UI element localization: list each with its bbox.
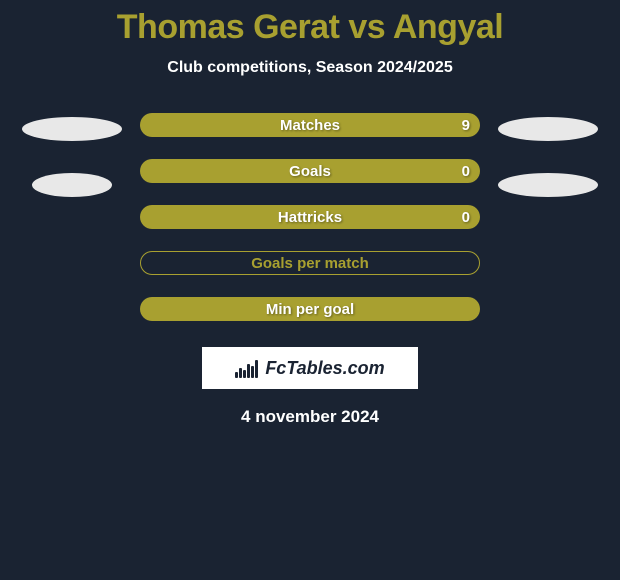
stat-value: 0 — [462, 209, 470, 226]
stats-center-col: Matches 9 Goals 0 Hattricks 0 Goals per … — [140, 113, 480, 321]
main-container: Thomas Gerat vs Angyal Club competitions… — [0, 0, 620, 427]
logo-text: FcTables.com — [265, 358, 384, 379]
left-player-col — [22, 113, 122, 197]
player-avatar-placeholder — [22, 117, 122, 141]
stat-value: 9 — [462, 117, 470, 134]
player-avatar-placeholder — [498, 117, 598, 141]
stat-label: Goals per match — [251, 255, 369, 272]
stats-area: Matches 9 Goals 0 Hattricks 0 Goals per … — [0, 113, 620, 321]
player-badge-placeholder — [498, 173, 598, 197]
stat-label: Matches — [280, 117, 340, 134]
stat-label: Goals — [289, 163, 331, 180]
right-player-col — [498, 113, 598, 197]
player-badge-placeholder — [32, 173, 112, 197]
source-logo: FcTables.com — [202, 347, 418, 389]
stat-label: Hattricks — [278, 209, 342, 226]
stat-value: 0 — [462, 163, 470, 180]
stat-bar-hattricks: Hattricks 0 — [140, 205, 480, 229]
stat-bar-min-per-goal: Min per goal — [140, 297, 480, 321]
comparison-title: Thomas Gerat vs Angyal — [0, 8, 620, 47]
stat-bar-goals-per-match: Goals per match — [140, 251, 480, 275]
stat-bar-matches: Matches 9 — [140, 113, 480, 137]
stat-bar-goals: Goals 0 — [140, 159, 480, 183]
stat-label: Min per goal — [266, 301, 354, 318]
season-subtitle: Club competitions, Season 2024/2025 — [0, 59, 620, 77]
date-label: 4 november 2024 — [0, 407, 620, 427]
chart-icon — [235, 358, 259, 378]
